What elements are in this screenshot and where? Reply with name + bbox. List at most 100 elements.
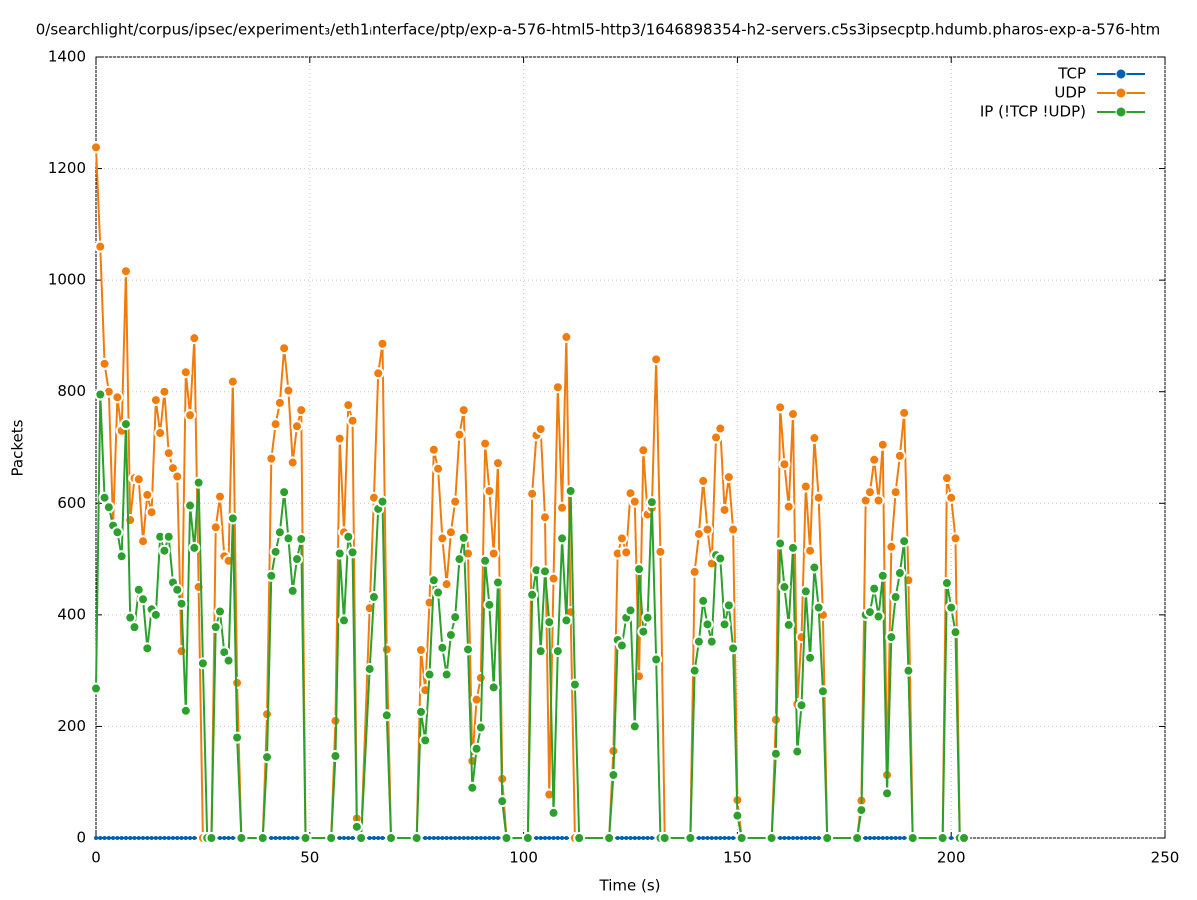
data-point [628, 720, 641, 733]
data-point [603, 832, 616, 844]
data-point [158, 544, 171, 557]
data-point [641, 836, 646, 840]
x-axis-label: Time (s) [599, 877, 661, 895]
data-point [556, 501, 569, 514]
data-point [692, 635, 705, 648]
data-point [701, 618, 714, 631]
data-point [880, 836, 885, 840]
data-point [812, 836, 817, 840]
data-point [645, 836, 650, 840]
data-point [329, 749, 342, 762]
data-point [427, 443, 440, 456]
data-point [816, 685, 829, 698]
data-point [867, 836, 872, 840]
data-point [637, 625, 650, 638]
data-point [136, 836, 141, 840]
data-point [564, 836, 569, 840]
data-point [645, 496, 658, 509]
data-point [419, 734, 432, 747]
data-point [158, 385, 171, 398]
data-point [231, 731, 244, 744]
data-point [282, 532, 295, 545]
data-point [487, 836, 492, 840]
data-point [632, 836, 637, 840]
data-point [183, 836, 188, 840]
data-point [868, 453, 881, 466]
data-point [778, 836, 783, 840]
data-point [885, 631, 898, 644]
data-point [123, 836, 128, 840]
data-point [470, 693, 483, 706]
legend-label: TCP [1057, 65, 1086, 83]
data-point [166, 836, 171, 840]
data-point [137, 593, 150, 606]
data-point [615, 532, 628, 545]
data-point [778, 580, 791, 593]
data-point [273, 526, 286, 539]
data-point [551, 645, 564, 658]
data-point [184, 409, 197, 422]
data-point [385, 832, 398, 844]
data-point [342, 399, 355, 412]
data-point [380, 643, 393, 656]
data-point [868, 582, 881, 595]
data-point [526, 588, 539, 601]
data-point [705, 635, 718, 648]
data-point [286, 836, 291, 840]
data-point [547, 572, 560, 585]
data-point [188, 332, 201, 345]
data-point [124, 611, 137, 624]
data-point [205, 832, 218, 844]
data-point [714, 836, 719, 840]
data-point [718, 836, 723, 840]
data-point [795, 836, 800, 840]
data-point [774, 537, 787, 550]
data-point [457, 531, 470, 544]
data-point [261, 751, 274, 764]
data-point [466, 781, 479, 794]
data-point [462, 643, 475, 656]
data-point [735, 832, 748, 844]
data-point [769, 747, 782, 760]
data-point [483, 598, 496, 611]
data-point [902, 836, 907, 840]
data-point [478, 836, 483, 840]
data-point [722, 599, 735, 612]
data-point [808, 836, 813, 840]
data-point [277, 836, 282, 840]
data-point [188, 541, 201, 554]
data-point [295, 404, 308, 417]
data-point [474, 721, 487, 734]
data-point [192, 476, 205, 489]
data-point [876, 836, 881, 840]
data-point [423, 668, 436, 681]
data-point [628, 495, 641, 508]
data-point [440, 836, 445, 840]
data-point [432, 586, 445, 599]
data-point [153, 836, 158, 840]
data-point [372, 367, 385, 380]
data-point [137, 535, 150, 548]
data-point [812, 601, 825, 614]
data-point [560, 614, 573, 627]
data-point [448, 836, 453, 840]
data-point [380, 709, 393, 722]
data-point [436, 641, 449, 654]
data-point [290, 420, 303, 433]
data-point [799, 585, 812, 598]
data-point [945, 491, 958, 504]
data-point [889, 486, 902, 499]
data-point [526, 487, 539, 500]
legend-marker [1115, 106, 1127, 118]
data-point [98, 491, 111, 504]
data-point [282, 836, 287, 840]
data-point [346, 836, 351, 840]
data-point [479, 554, 492, 567]
data-point [175, 645, 188, 658]
data-point [500, 832, 513, 844]
data-point [325, 832, 338, 844]
data-point [132, 473, 145, 486]
data-point [145, 836, 150, 840]
data-point [222, 654, 235, 667]
data-point [346, 546, 359, 559]
